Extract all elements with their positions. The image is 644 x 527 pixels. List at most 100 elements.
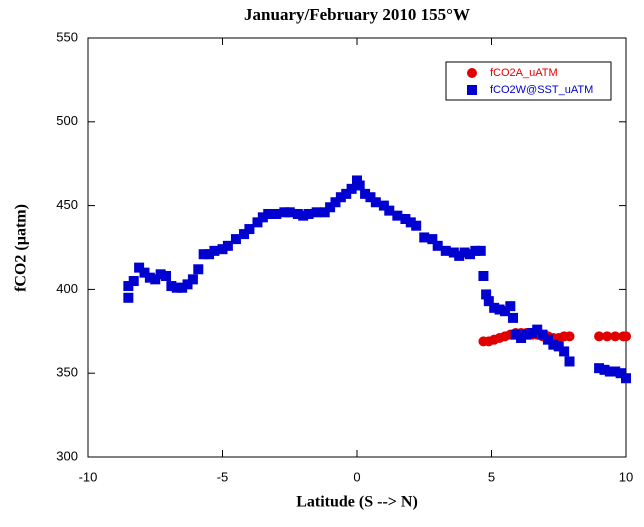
point xyxy=(526,327,537,338)
point xyxy=(615,368,626,379)
point xyxy=(193,264,204,275)
point xyxy=(198,249,209,260)
point xyxy=(384,205,395,216)
point xyxy=(432,240,443,251)
point xyxy=(177,282,188,293)
point xyxy=(411,220,422,231)
x-axis-label: Latitude (S --> N) xyxy=(296,494,418,511)
y-tick-label: 350 xyxy=(56,365,78,380)
point xyxy=(284,207,295,218)
point xyxy=(311,207,322,218)
point xyxy=(392,210,403,221)
y-tick-label: 400 xyxy=(56,281,78,296)
y-tick-label: 550 xyxy=(56,29,78,44)
point xyxy=(475,245,486,256)
point xyxy=(171,282,182,293)
point xyxy=(161,270,172,281)
point xyxy=(319,207,330,218)
point xyxy=(510,329,521,340)
point xyxy=(532,324,543,335)
point xyxy=(144,272,155,283)
x-tick-label: -10 xyxy=(79,469,98,484)
point xyxy=(378,200,389,211)
point xyxy=(405,217,416,228)
chart-title: January/February 2010 155°W xyxy=(244,5,470,24)
point xyxy=(155,269,166,280)
point xyxy=(346,183,357,194)
point xyxy=(481,289,492,300)
point xyxy=(400,214,411,225)
legend-label: fCO2A_uATM xyxy=(490,67,558,79)
point xyxy=(440,245,451,256)
y-axis-label: fCO2 (µatm) xyxy=(13,204,30,292)
point xyxy=(230,234,241,245)
point xyxy=(335,192,346,203)
point xyxy=(553,341,564,352)
point xyxy=(516,333,527,344)
point xyxy=(448,247,459,258)
point xyxy=(244,224,255,235)
point xyxy=(139,267,150,278)
x-tick-label: 5 xyxy=(488,469,495,484)
point xyxy=(204,249,215,260)
point xyxy=(548,339,559,350)
point xyxy=(478,270,489,281)
point xyxy=(602,331,613,342)
point xyxy=(209,245,220,256)
point xyxy=(279,207,290,218)
point xyxy=(123,292,134,303)
x-tick-label: 10 xyxy=(619,469,633,484)
point xyxy=(263,208,274,219)
point xyxy=(252,217,263,228)
point xyxy=(360,188,371,199)
point xyxy=(610,366,621,377)
point xyxy=(150,274,161,285)
point xyxy=(489,302,500,313)
point xyxy=(370,197,381,208)
point xyxy=(182,279,193,290)
plot-frame xyxy=(87,37,627,458)
point xyxy=(559,346,570,357)
point xyxy=(621,373,631,384)
point xyxy=(134,262,145,273)
point xyxy=(499,306,510,317)
y-tick-label: 450 xyxy=(56,197,78,212)
point xyxy=(508,312,519,323)
point xyxy=(419,232,430,243)
point xyxy=(521,329,532,340)
point xyxy=(354,180,365,191)
point xyxy=(610,331,621,342)
point xyxy=(459,247,470,258)
point xyxy=(464,249,475,260)
y-tick-label: 300 xyxy=(56,448,78,463)
point xyxy=(352,175,362,186)
point xyxy=(222,240,233,251)
point xyxy=(217,244,228,255)
point xyxy=(454,250,465,261)
point xyxy=(470,245,481,256)
point xyxy=(494,304,505,315)
point xyxy=(325,202,336,213)
y-tick-label: 500 xyxy=(56,113,78,128)
point xyxy=(594,363,605,374)
point xyxy=(505,301,516,312)
point xyxy=(594,331,605,342)
legend-label: fCO2W@SST_uATM xyxy=(490,84,593,96)
point xyxy=(292,208,303,219)
legend-marker xyxy=(467,85,477,95)
point xyxy=(542,334,553,345)
point xyxy=(604,366,615,377)
point xyxy=(564,331,575,342)
point xyxy=(271,208,282,219)
x-tick-label: 0 xyxy=(353,469,360,484)
point xyxy=(537,329,548,340)
legend-marker xyxy=(467,68,477,78)
point xyxy=(298,210,309,221)
point xyxy=(123,281,134,292)
point xyxy=(365,192,376,203)
point xyxy=(257,212,268,223)
x-tick-label: -5 xyxy=(217,469,229,484)
point xyxy=(303,208,314,219)
point xyxy=(239,229,250,240)
